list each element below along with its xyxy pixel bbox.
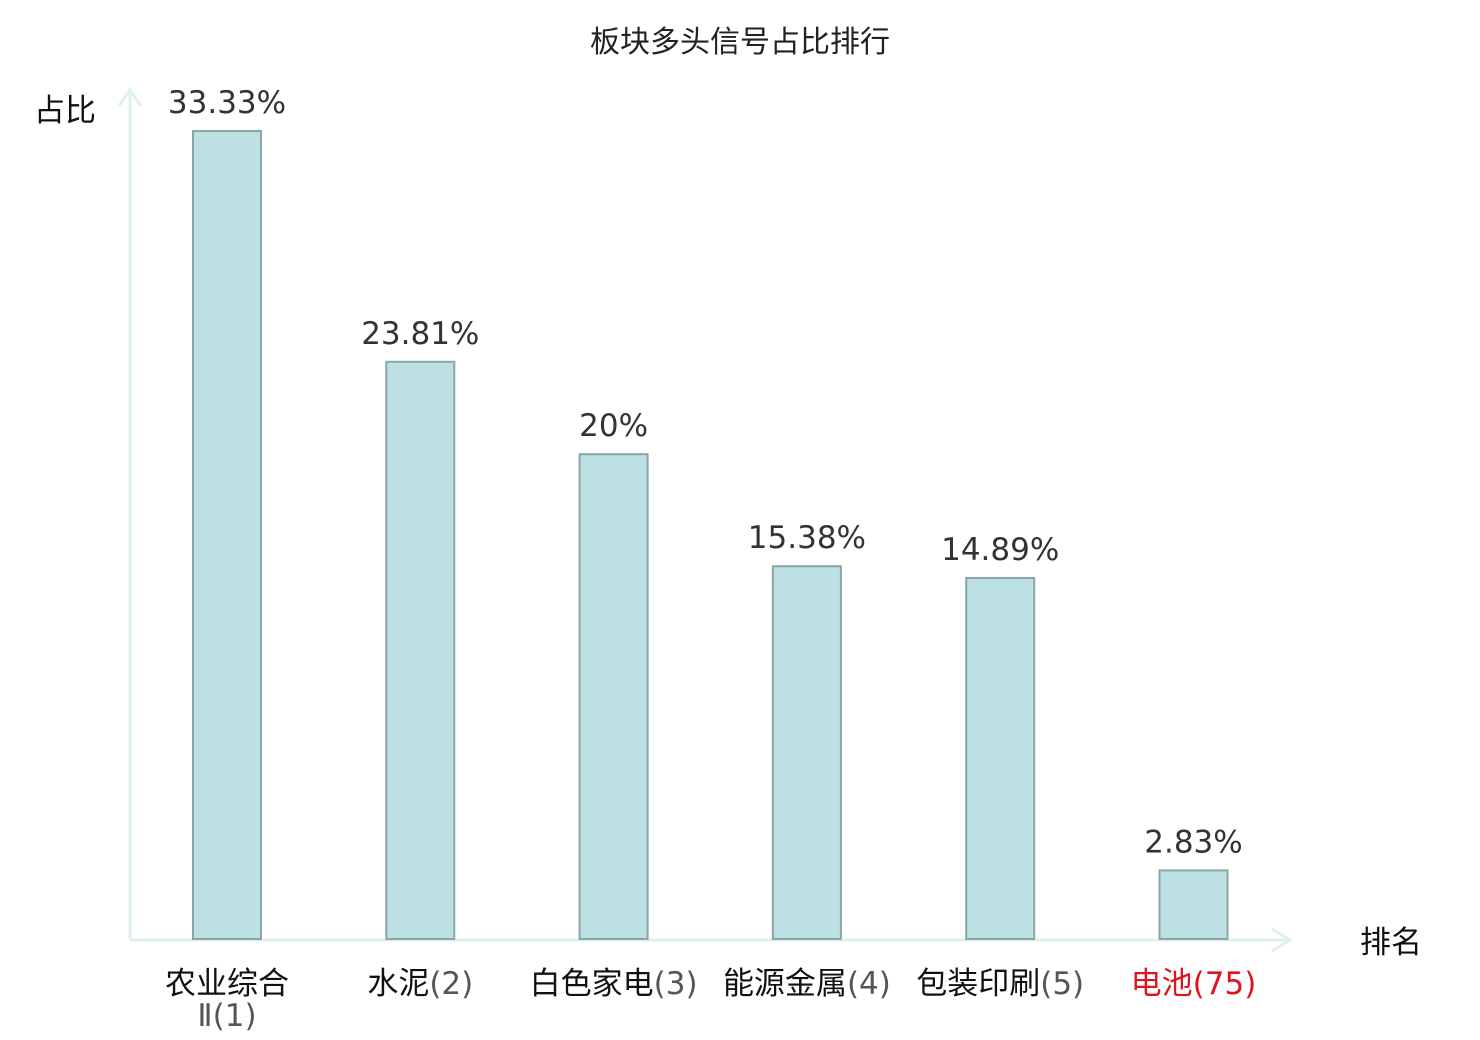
bar [385,360,456,940]
value-label: 14.89% [941,532,1059,568]
y-axis-label: 占比 [34,93,96,129]
value-labels-group: 33.33% 23.81% 20% 15.38% 14.89% 2.83% [168,85,1243,860]
category-name: 水泥 [367,966,429,1002]
category-name-continued: Ⅱ [197,998,212,1034]
category-name: 包装印刷 [916,966,1040,1002]
bar [1158,869,1229,941]
category-rank: (3) [654,966,698,1002]
x-axis-arrow-icon [1271,927,1293,953]
category-name: 白色家电 [530,966,654,1002]
category-rank: (2) [429,966,473,1002]
bars-group [192,130,1229,941]
category-label: 水泥(2) [367,966,473,1002]
category-label-line2: Ⅱ(1) [197,998,256,1034]
category-label: 能源金属(4) [723,966,891,1002]
value-label: 15.38% [748,520,866,556]
chart-title: 板块多头信号占比排行 [590,25,890,60]
bar [192,130,262,940]
value-label: 23.81% [361,316,479,352]
value-label: 2.83% [1144,824,1242,860]
category-name: 农业综合 [165,966,289,1002]
y-axis-arrow-icon [117,87,143,107]
category-name: 电池 [1131,966,1193,1002]
bar [771,565,842,940]
category-rank: (5) [1040,966,1084,1002]
x-axis-label: 排名 [1360,925,1422,961]
axes [117,87,1293,953]
category-rank: (75) [1193,966,1257,1002]
category-rank: (1) [213,998,257,1034]
bar [965,577,1036,940]
category-label: 白色家电(3) [530,966,698,1002]
value-label: 33.33% [168,85,286,121]
category-label: 电池(75) [1131,966,1257,1002]
category-name: 能源金属 [723,966,847,1002]
category-label: 包装印刷(5) [916,966,1084,1002]
category-label: 农业综合 [165,966,289,1002]
bar [578,453,649,940]
value-label: 20% [579,408,648,444]
category-rank: (4) [847,966,891,1002]
